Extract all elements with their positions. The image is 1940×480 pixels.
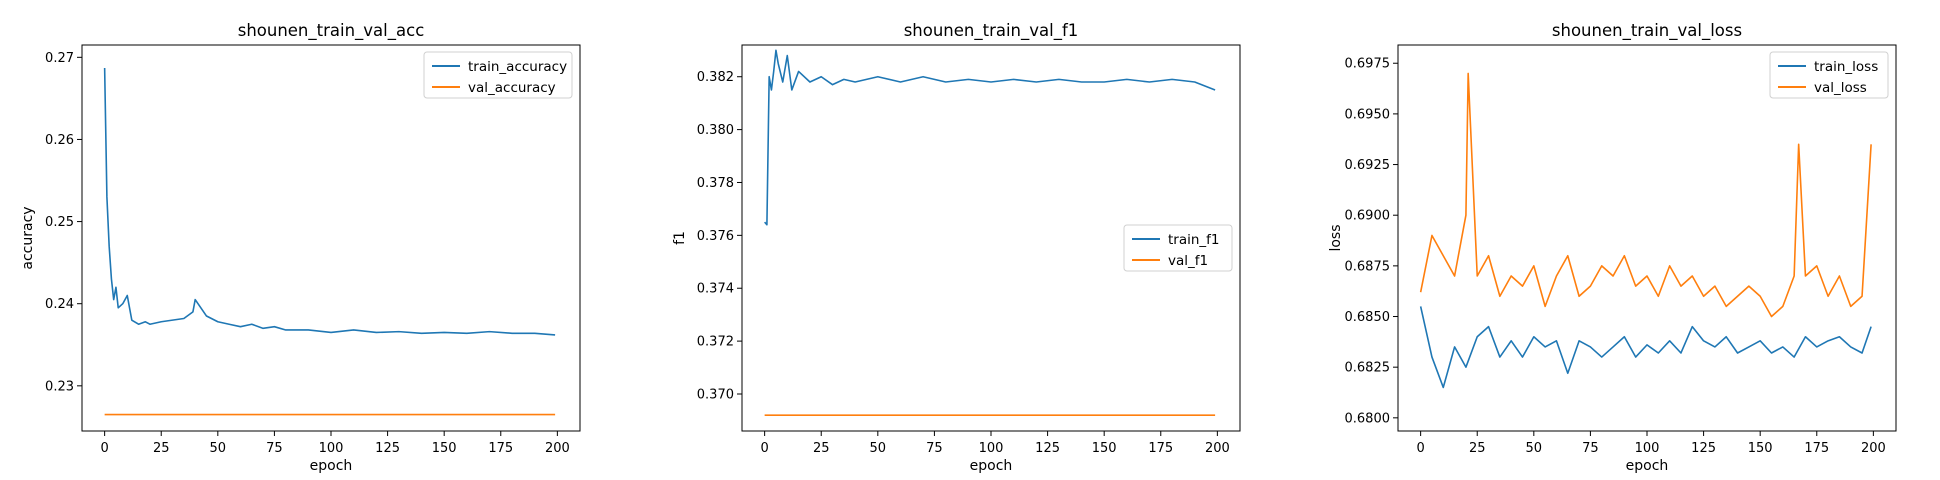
- y-tick-label: 0.26: [45, 133, 74, 148]
- y-tick-label: 0.23: [45, 379, 74, 394]
- x-tick-label: 200: [1861, 441, 1886, 456]
- legend-label: val_loss: [1814, 80, 1867, 96]
- y-tick-label: 0.6950: [1345, 107, 1391, 122]
- y-tick-label: 0.382: [697, 70, 734, 85]
- legend: train_accuracy val_accuracy: [423, 51, 573, 99]
- y-tick-label: 0.6900: [1345, 209, 1391, 224]
- y-tick-label: 0.378: [697, 176, 734, 191]
- y-tick-label: 0.370: [697, 387, 734, 402]
- y-tick-label: 0.6850: [1345, 310, 1391, 325]
- series-line-train_loss: [1419, 306, 1872, 389]
- x-tick-label: 100: [1635, 441, 1660, 456]
- x-tick-label: 125: [1035, 441, 1060, 456]
- legend-label: train_accuracy: [468, 59, 567, 75]
- y-tick-label: 0.6800: [1345, 411, 1391, 426]
- legend: train_f1 val_f1: [1123, 224, 1233, 272]
- x-tick-label: 200: [545, 441, 570, 456]
- x-tick-label: 50: [210, 441, 227, 456]
- plot-frame: [1397, 44, 1897, 432]
- legend-label: val_accuracy: [468, 80, 556, 96]
- x-axis-label: epoch: [970, 458, 1013, 474]
- legend-label: val_f1: [1168, 253, 1208, 269]
- y-tick-label: 0.374: [697, 282, 734, 297]
- x-tick-label: 150: [432, 441, 457, 456]
- x-tick-label: 100: [319, 441, 344, 456]
- legend: train_loss val_loss: [1769, 51, 1889, 99]
- series-line-val_loss: [1419, 72, 1872, 318]
- y-tick-label: 0.27: [45, 51, 74, 66]
- x-tick-label: 150: [1748, 441, 1773, 456]
- x-tick-label: 25: [813, 441, 830, 456]
- y-tick-label: 0.380: [697, 123, 734, 138]
- x-tick-label: 50: [1526, 441, 1543, 456]
- y-tick-label: 0.24: [45, 297, 74, 312]
- x-axis-label: epoch: [310, 458, 353, 474]
- chart-panel-1: 0 25 50 75 100 125 150 175 200 0.370 0.372 0.374 0.3…: [672, 21, 1241, 474]
- chart-title: shounen_train_val_loss: [1552, 21, 1742, 41]
- y-tick-label: 0.6825: [1345, 361, 1391, 376]
- y-tick-label: 0.6925: [1345, 158, 1391, 173]
- x-tick-label: 75: [1582, 441, 1599, 456]
- x-tick-label: 25: [153, 441, 170, 456]
- x-tick-label: 50: [870, 441, 887, 456]
- x-tick-label: 175: [1804, 441, 1829, 456]
- x-tick-label: 150: [1092, 441, 1117, 456]
- x-tick-label: 0: [100, 441, 108, 456]
- y-axis-label: loss: [1328, 224, 1344, 251]
- x-tick-label: 175: [488, 441, 513, 456]
- y-tick-label: 0.372: [697, 335, 734, 350]
- x-tick-label: 125: [1691, 441, 1716, 456]
- y-axis-label: accuracy: [20, 206, 36, 269]
- series-line-train_accuracy: [103, 67, 556, 336]
- x-tick-label: 0: [1416, 441, 1424, 456]
- chart-panel-0: 0 25 50 75 100 125 150 175 200 0.23 0.24 0.25 0.26 0.…: [20, 21, 581, 474]
- series-line-train_f1: [764, 49, 1216, 226]
- x-tick-label: 75: [266, 441, 283, 456]
- y-tick-label: 0.376: [697, 229, 734, 244]
- x-tick-label: 125: [375, 441, 400, 456]
- y-tick-label: 0.25: [45, 215, 74, 230]
- x-tick-label: 200: [1205, 441, 1230, 456]
- y-tick-label: 0.6875: [1345, 259, 1391, 274]
- chart-panel-2: 0 25 50 75 100 125 150 175 200 0.6800 0.6825 0.6850…: [1328, 21, 1897, 474]
- legend-label: train_loss: [1814, 59, 1878, 75]
- y-tick-label: 0.6975: [1345, 57, 1391, 72]
- legend-box: [423, 51, 573, 99]
- plot-frame: [81, 44, 581, 432]
- x-tick-label: 0: [760, 441, 768, 456]
- x-tick-label: 100: [979, 441, 1004, 456]
- x-tick-label: 75: [926, 441, 943, 456]
- legend-label: train_f1: [1168, 232, 1220, 248]
- chart-title: shounen_train_val_acc: [238, 21, 425, 41]
- y-axis-label: f1: [672, 231, 688, 245]
- x-tick-label: 25: [1469, 441, 1486, 456]
- chart-title: shounen_train_val_f1: [904, 21, 1079, 41]
- x-axis-label: epoch: [1626, 458, 1669, 474]
- x-tick-label: 175: [1148, 441, 1173, 456]
